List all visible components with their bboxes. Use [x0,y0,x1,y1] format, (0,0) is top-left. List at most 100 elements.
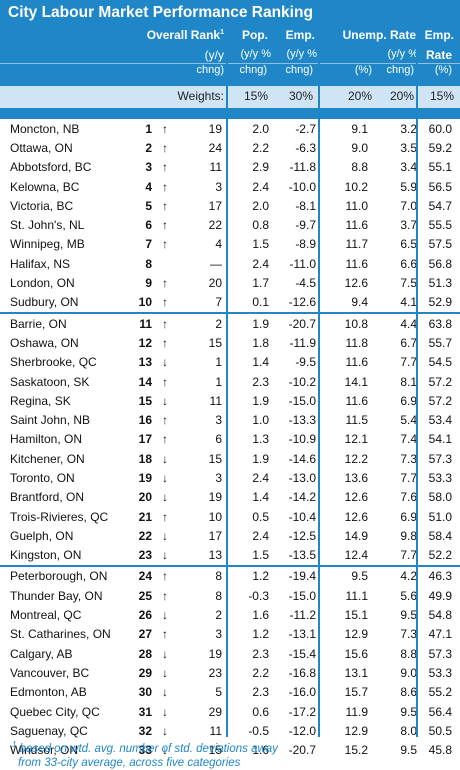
unemp-rate-change: 7.0 [400,198,417,213]
unemp-rate-change: 8.8 [400,646,417,661]
table-row: Brantford, ON 20 ↓ 19 1.4 -14.2 12.6 7.6 58.0 [0,488,460,507]
overall-rank: 33 [138,743,152,758]
unemp-rate-change: 5.4 [400,413,417,428]
arrow-up-icon: ↑ [162,627,168,642]
table-row: Windsor, ON 33 ↓ 15 1.6 -20.7 15.2 9.5 45.8 [0,741,460,760]
unemp-pct-header: (%) [354,64,372,76]
rank-change: 3 [215,627,222,642]
emp-rate: 55.5 [428,218,452,233]
arrow-down-icon: ↓ [162,490,168,505]
column-divider-unemp [318,26,320,737]
unemp-rate: 12.4 [344,548,368,563]
pop-change: 1.2 [252,627,269,642]
table-row: Peterborough, ON 24 ↑ 8 1.2 -19.4 9.5 4.2 46.3 [0,564,460,587]
table-row: St. Catharines, ON 27 ↑ 3 1.2 -13.1 12.9 7.3 47.… [0,625,460,644]
emp-change: -4.5 [295,276,316,291]
no-change-icon [152,254,178,273]
unemp-rate-change: 9.0 [400,665,417,680]
city-name: Brantford, ON [10,490,85,505]
unemp-rate-change: 7.3 [400,627,417,642]
weight-unemp: 20% [347,89,372,103]
unemp-rate: 12.6 [344,276,368,291]
overall-rank: 9 [145,276,152,291]
unemp-rate: 11.9 [345,704,368,719]
emp-change: -16.0 [288,685,316,700]
pop-chg-header-2: chng) [239,64,267,76]
column-divider-emprate [416,26,418,737]
pop-change: 0.5 [252,509,269,524]
table-row: Calgary, AB 28 ↓ 19 2.3 -15.4 15.6 8.8 57.3 [0,644,460,663]
arrow-up-icon: ↑ [162,276,168,291]
city-name: Winnipeg, MB [10,237,85,252]
arrow-up-icon: ↑ [152,564,178,587]
rank-change: 4 [215,237,222,252]
overall-rank-label: Overall Rank [146,28,221,42]
city-name: Victoria, BC [10,198,74,213]
pop-change: 2.3 [252,646,269,661]
city-name: Edmonton, AB [10,685,87,700]
unemp-rate: 13.1 [344,665,368,680]
city-name: Saguenay, QC [10,723,88,738]
emp-change: -10.0 [288,179,316,194]
rank-change: 2 [178,311,226,334]
table-row: Toronto, ON 19 ↓ 3 2.4 -13.0 13.6 7.7 53.3 [0,468,460,487]
table-row: Barrie, ON 11 ↑ 2 1.9 -20.7 10.8 4.4 63.8 [0,311,460,334]
unemp-rate-change: 9.8 [400,528,417,543]
table-row: Saint John, NB 16 ↑ 3 1.0 -13.3 11.5 5.4 53.4 [0,410,460,429]
emp-rate: 57.3 [428,646,452,661]
city-name: Sudbury, ON [10,295,79,310]
emp-rate: 53.3 [428,665,452,680]
overall-rank: 21 [138,509,152,524]
arrow-up-icon: ↑ [162,509,168,524]
overall-rank-sup: 1 [220,29,224,36]
arrow-down-icon: ↓ [162,646,168,661]
pop-change: 1.4 [252,355,269,370]
rank-change: 17 [208,528,222,543]
table-row: Montreal, QC 26 ↓ 2 1.6 -11.2 15.1 9.5 54.8 [0,605,460,624]
unemp-rate-change: 5.6 [400,588,417,603]
unemp-rate-change: 6.9 [400,393,417,408]
unemp-rate: 11.6 [345,355,368,370]
arrow-up-icon: ↑ [162,140,168,155]
rank-change: 23 [208,665,222,680]
table-row: London, ON 9 ↑ 20 1.7 -4.5 12.6 7.5 51.3 [0,273,460,292]
rank-change: 1 [215,374,222,389]
city-name: Abbotsford, BC [10,160,92,175]
overall-rank: 29 [138,665,152,680]
emp-rate: 54.7 [428,198,452,213]
unemp-rate-change: 3.4 [400,160,417,175]
pop-change: 2.3 [252,374,269,389]
emp-change: -13.3 [288,413,316,428]
header-divider [0,63,460,64]
emp-rate: 55.1 [428,160,452,175]
rank-chg-header-2: chng) [196,64,224,76]
rank-change: 11 [209,393,222,408]
emp-change: -9.7 [295,218,316,233]
table-header: Overall Rank1 Pop. Emp. Unemp. Rate Emp.… [0,26,460,119]
rank-change: 15 [208,743,222,758]
arrow-up-icon: ↑ [162,160,168,175]
table-row: Moncton, NB 1 ↑ 19 2.0 -2.7 9.1 3.2 60.0 [0,119,460,138]
rank-change: 8 [178,564,226,587]
unemp-rate: 13.6 [344,470,368,485]
unemp-rate: 8.8 [351,160,368,175]
emp-change: -11.0 [289,256,316,271]
unemp-rate: 12.6 [344,490,368,505]
overall-rank: 31 [138,704,152,719]
emp-rate: 58.0 [428,490,452,505]
pop-change: 1.7 [252,276,269,291]
city-name: Toronto, ON [10,470,75,485]
city-name: Halifax, NS [10,256,71,271]
unemp-rate-change: 8.0 [400,723,417,738]
rank-chg-header-1: (y/y [204,48,224,62]
emp-change: -20.7 [288,743,316,758]
table-row: Kitchener, ON 18 ↓ 15 1.9 -14.6 12.2 7.3 57.3 [0,449,460,468]
pop-change: 1.8 [252,335,269,350]
unemp-rate-change: 8.6 [400,685,417,700]
city-name: Vancouver, BC [10,665,90,680]
unemp-rate-change: 6.6 [400,256,417,271]
overall-rank: 15 [138,393,152,408]
unemp-rate-change: 6.5 [400,237,417,252]
overall-rank: 18 [138,451,152,466]
rank-change: 22 [208,218,222,233]
